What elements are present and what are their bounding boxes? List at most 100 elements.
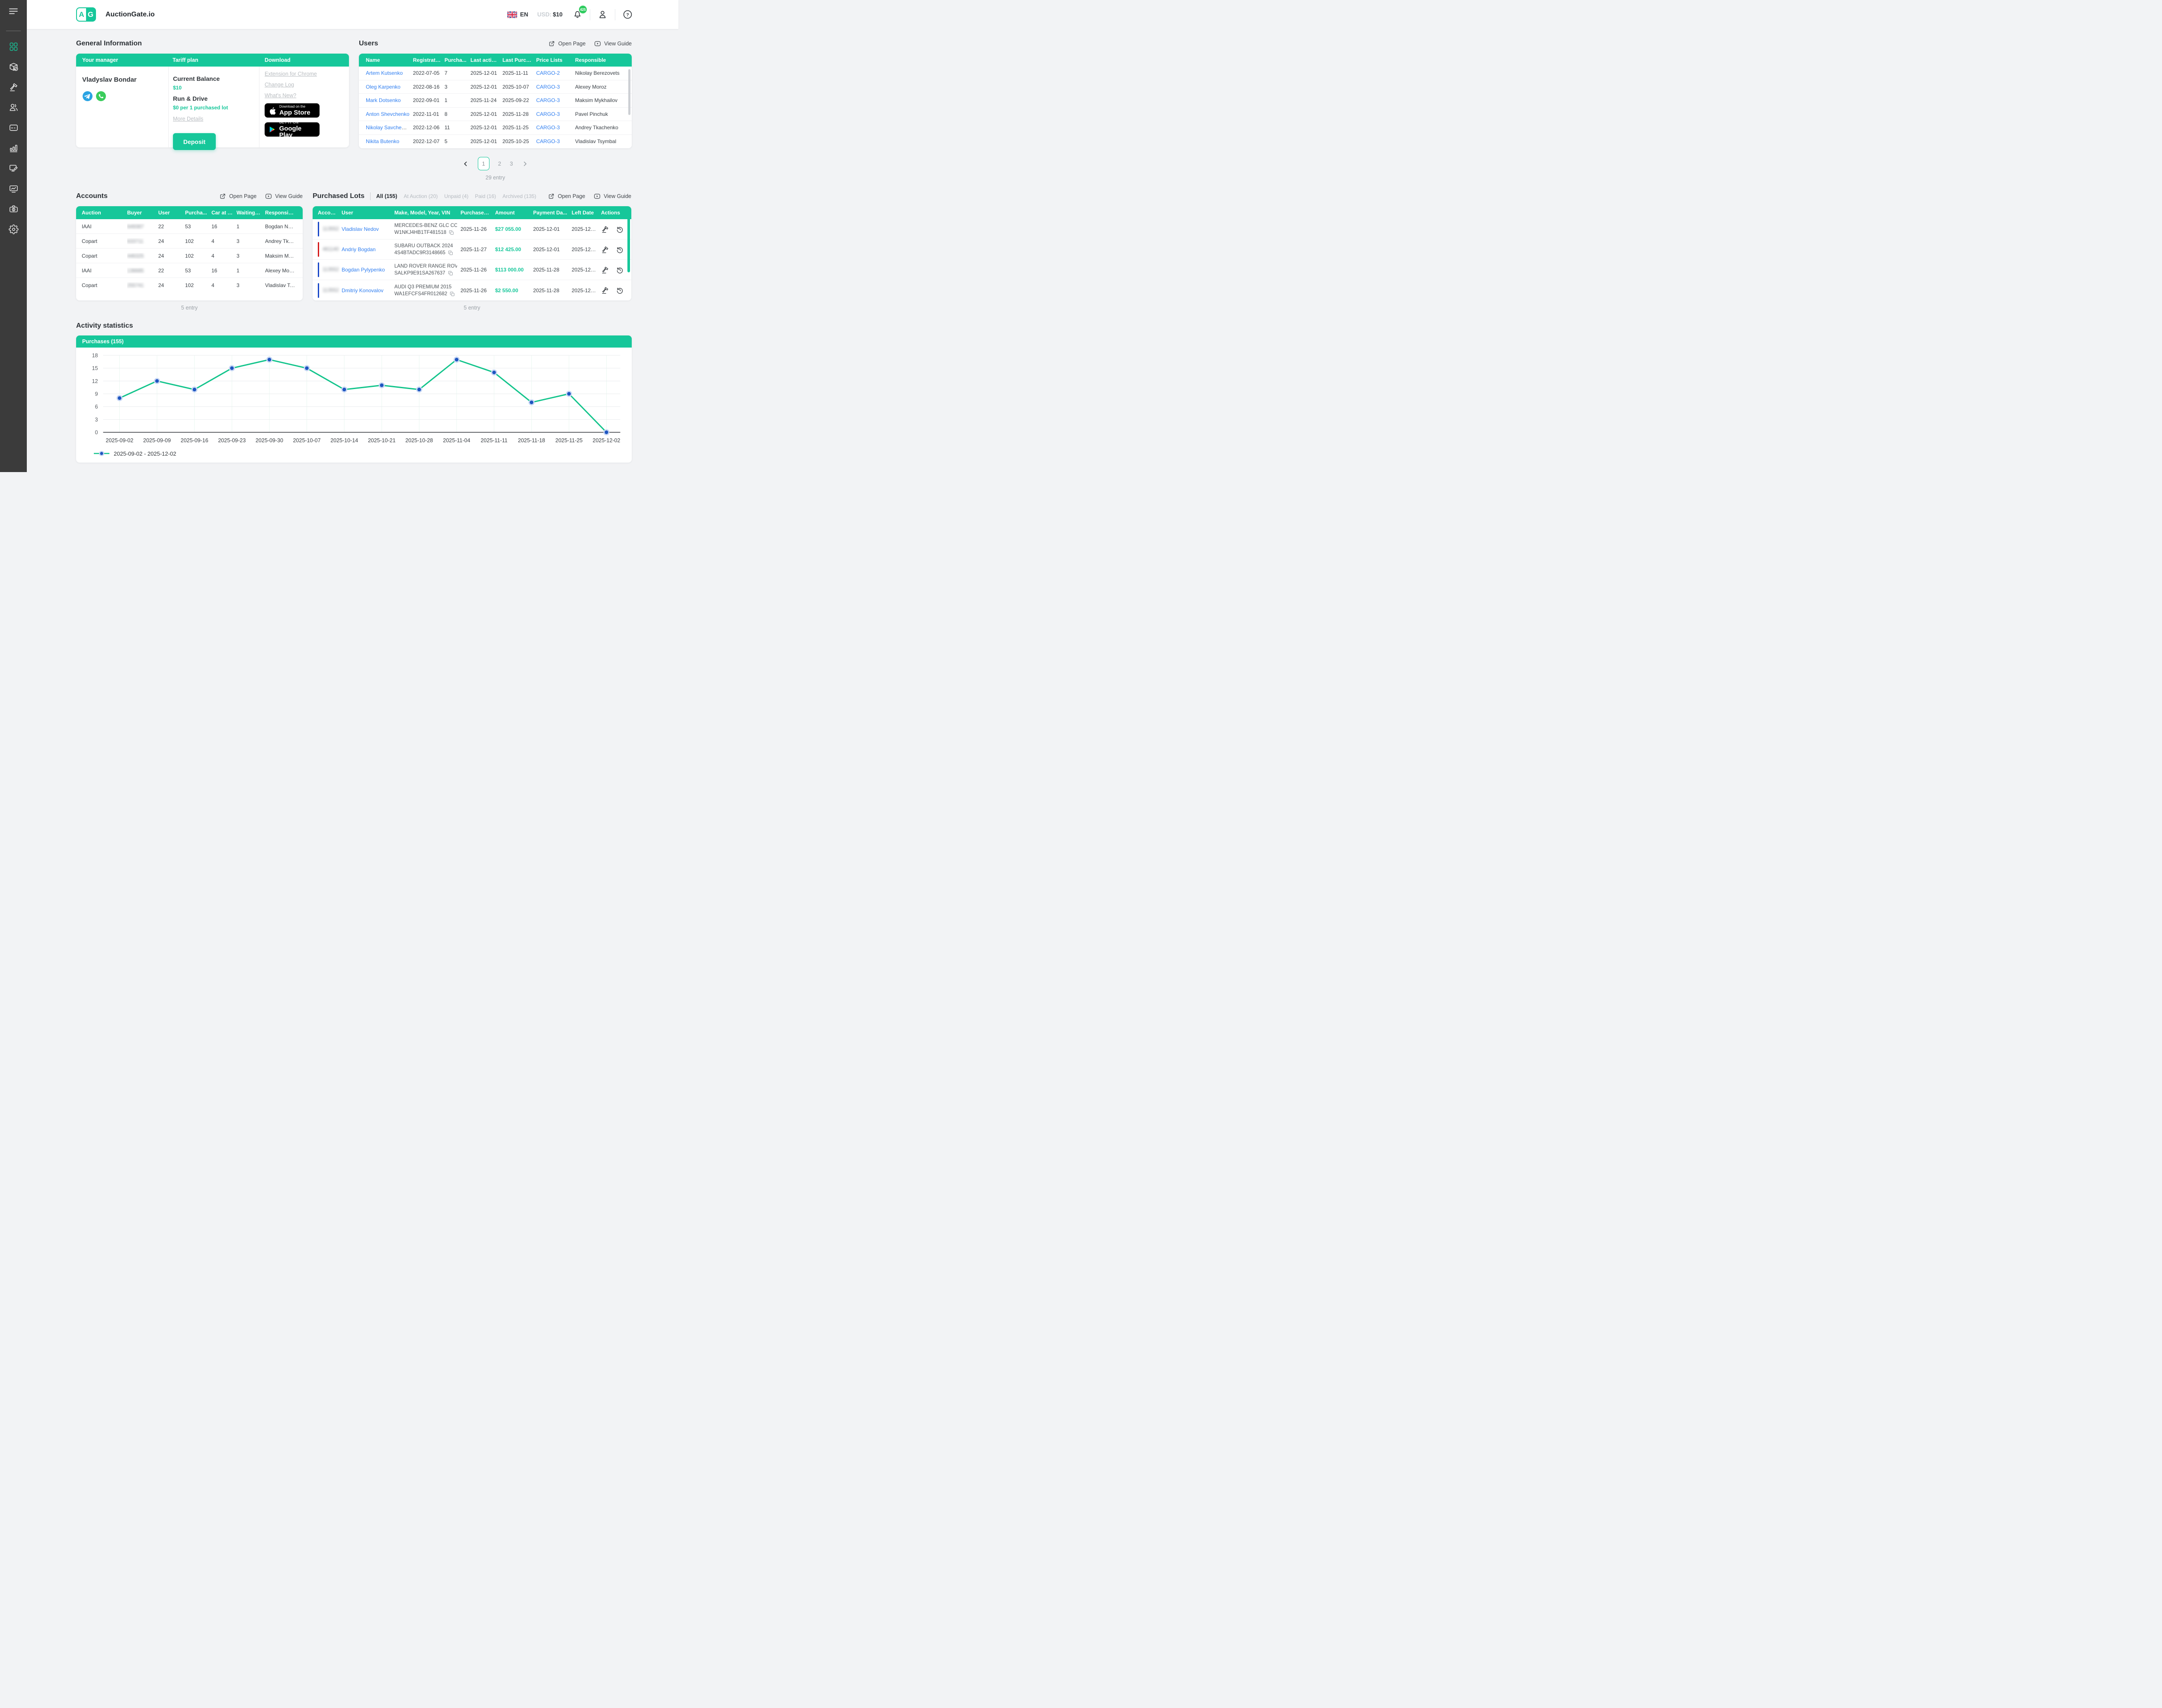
lots-tabs: All (155) At Auction (20) Unpaid (4) Paid (…: [376, 193, 536, 199]
last-activity-date: 2025-12-01: [470, 70, 497, 77]
google-play-badge[interactable]: GET IT ON Google Play: [265, 121, 320, 138]
user-count: 22: [158, 223, 164, 230]
purchases-count: 8: [445, 111, 448, 117]
vehicle-vin: SALKP9E91SA267637: [394, 271, 445, 276]
auction-name: IAAI: [82, 223, 92, 230]
more-details-link[interactable]: More Details: [173, 116, 204, 122]
telegram-icon[interactable]: [82, 91, 93, 104]
bid-gavel-icon[interactable]: [601, 266, 609, 274]
notifications-button[interactable]: 425: [572, 6, 587, 19]
svg-text:2025-09-09: 2025-09-09: [143, 437, 171, 444]
price-list-link[interactable]: CARGO-3: [536, 125, 560, 131]
user-name-link[interactable]: Mark Dotsenko: [366, 97, 401, 104]
user-name-link[interactable]: Nikolay Savchenko: [366, 125, 410, 131]
sidebar-item-users[interactable]: [8, 102, 19, 112]
bid-gavel-icon[interactable]: [601, 225, 609, 233]
price-list-link[interactable]: CARGO-2: [536, 70, 560, 77]
brand[interactable]: A G AuctionGate.io: [76, 7, 155, 22]
copy-icon[interactable]: [448, 250, 454, 256]
user-name-link[interactable]: Anton Shevchenko: [366, 111, 409, 117]
change-log-link[interactable]: Change Log: [265, 82, 294, 88]
svg-text:12: 12: [92, 378, 98, 384]
users-view-guide-link[interactable]: View Guide: [594, 40, 632, 47]
sidebar-item-briefcase-dollar[interactable]: $: [8, 204, 19, 214]
help-button[interactable]: ?: [623, 10, 633, 19]
users-scrollbar[interactable]: [628, 69, 630, 115]
users-entry-count: 29 entry: [485, 175, 505, 181]
lots-tab[interactable]: Archived (135): [502, 193, 537, 199]
lot-user-link[interactable]: Bogdan Pylypenko: [342, 267, 385, 273]
responsible-name: Maksim Mykhailov: [575, 97, 618, 104]
logo-letter-a: A: [77, 8, 86, 21]
sidebar-item-package-check[interactable]: [8, 61, 19, 72]
users-open-page-link[interactable]: Open Page: [548, 40, 585, 47]
deposit-button[interactable]: Deposit: [173, 133, 216, 150]
users-table-row: Oleg Karpenko 2022-08-16 3 2025-12-01 20…: [359, 80, 632, 94]
purchases-line-chart[interactable]: 0 3 6 9 12 15 18 2025-09-02 2025-09-09 2025-09-16…: [80, 348, 628, 448]
lot-user-link[interactable]: Dmitriy Konovalov: [342, 287, 384, 294]
user-name-link[interactable]: Artem Kutsenko: [366, 70, 403, 77]
copy-icon[interactable]: [448, 230, 454, 236]
lots-open-page-link[interactable]: Open Page: [548, 193, 585, 200]
language-selector[interactable]: EN: [507, 11, 528, 18]
lots-tab[interactable]: All (155): [376, 193, 397, 199]
sidebar-item-dashboard-grid[interactable]: [8, 41, 19, 51]
copy-icon[interactable]: [448, 270, 454, 276]
pagination-page-2[interactable]: 2: [498, 160, 501, 167]
app-store-badge[interactable]: Download on the App Store: [265, 103, 320, 118]
copy-icon[interactable]: [449, 291, 455, 297]
purchases-count: 102: [185, 238, 194, 244]
balance-label: Current Balance: [173, 75, 220, 82]
user-name-link[interactable]: Oleg Karpenko: [366, 83, 401, 90]
lot-user-link[interactable]: Vladislav Nedov: [342, 226, 379, 232]
whatsapp-icon[interactable]: [96, 91, 106, 104]
lots-tab[interactable]: Paid (16): [475, 193, 496, 199]
svg-text:3: 3: [95, 417, 98, 423]
purchased-date: 2025-11-26: [461, 226, 487, 232]
price-list-link[interactable]: CARGO-3: [536, 138, 560, 145]
svg-text:2025-10-28: 2025-10-28: [405, 437, 433, 444]
accounts-view-guide-link[interactable]: View Guide: [265, 193, 303, 200]
users-column-header: Last Purch...: [502, 57, 534, 63]
users-pagination: 1 2 3: [359, 157, 632, 170]
pagination-page-3[interactable]: 3: [510, 160, 513, 167]
accounts-column-header: Auction: [82, 210, 101, 216]
pagination-page-1[interactable]: 1: [477, 157, 489, 170]
user-name-link[interactable]: Nikita Butenko: [366, 138, 400, 145]
users-column-header: Price Lists: [536, 57, 563, 63]
buyer-number-masked: 255741: [127, 283, 144, 288]
profile-button[interactable]: [598, 10, 608, 19]
bid-gavel-icon[interactable]: [601, 246, 609, 254]
whats-new-link[interactable]: What's New?: [265, 93, 297, 99]
lots-view-guide-link[interactable]: View Guide: [594, 193, 631, 200]
lots-tab[interactable]: At Auction (20): [403, 193, 438, 199]
chrome-extension-link[interactable]: Extension for Chrome: [265, 71, 317, 77]
sidebar-item-credit-card[interactable]: [8, 122, 19, 133]
history-icon[interactable]: [616, 246, 624, 254]
lots-tab[interactable]: Unpaid (4): [444, 193, 469, 199]
sidebar-item-screen-activity[interactable]: [8, 183, 19, 194]
price-list-link[interactable]: CARGO-3: [536, 111, 560, 117]
pagination-next[interactable]: [521, 160, 528, 167]
waiting-count: 1: [237, 267, 240, 274]
menu-toggle-button[interactable]: [8, 6, 19, 19]
sidebar-item-monitor-pen[interactable]: [8, 163, 19, 173]
sidebar-item-gear[interactable]: [8, 224, 19, 234]
lot-actions: [601, 286, 629, 294]
price-list-link[interactable]: CARGO-3: [536, 83, 560, 90]
price-list-link[interactable]: CARGO-3: [536, 97, 560, 104]
sidebar-item-gavel[interactable]: [8, 82, 19, 92]
history-icon[interactable]: [616, 225, 624, 233]
accounts-open-page-link[interactable]: Open Page: [219, 193, 256, 200]
lot-user-link[interactable]: Andriy Bogdan: [342, 246, 376, 252]
history-icon[interactable]: [616, 266, 624, 274]
sidebar-item-bar-chart[interactable]: [8, 143, 19, 153]
gear-icon: [8, 224, 19, 234]
lots-scrollbar[interactable]: [627, 208, 630, 272]
pagination-prev[interactable]: [462, 160, 469, 167]
purchases-count: 11: [445, 125, 450, 131]
bid-gavel-icon[interactable]: [601, 286, 609, 294]
history-icon[interactable]: [616, 286, 624, 294]
registration-date: 2022-09-01: [413, 97, 440, 104]
users-section: Users Open Page View Guide Name Registrat…: [359, 39, 632, 181]
